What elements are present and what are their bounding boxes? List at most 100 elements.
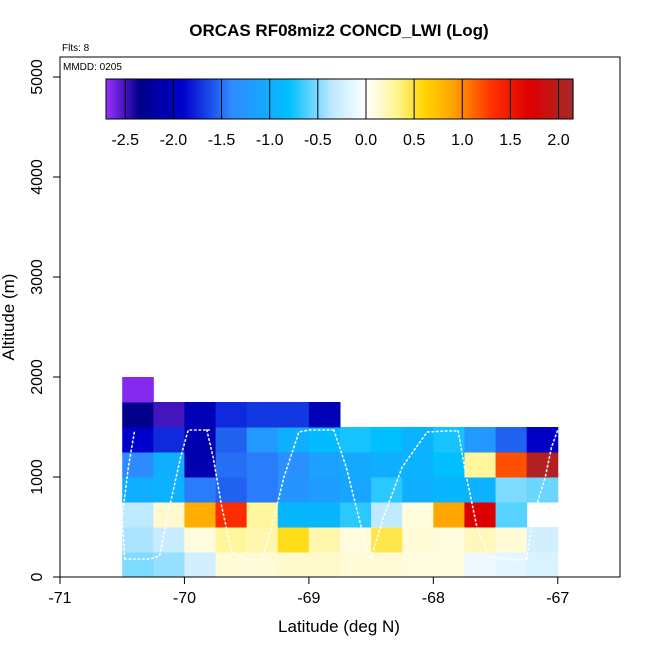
- colorbar-swatch: [127, 79, 130, 119]
- heatmap-cell: [371, 477, 403, 503]
- colorbar-swatch: [535, 79, 539, 119]
- y-tick-label: 1000: [29, 459, 46, 495]
- colorbar-swatch: [236, 79, 240, 119]
- colorbar-swatch: [255, 79, 259, 119]
- colorbar-tick-label: -1.5: [208, 132, 236, 149]
- heatmap-cell: [402, 477, 434, 503]
- colorbar-swatch: [523, 79, 527, 119]
- heatmap-cell: [122, 427, 154, 453]
- colorbar-swatch: [185, 79, 189, 119]
- colorbar-swatch: [565, 79, 569, 119]
- colorbar-swatch: [439, 79, 443, 119]
- colorbar-swatch: [551, 79, 555, 119]
- heatmap-cell: [464, 552, 497, 578]
- colorbar-swatch: [155, 79, 158, 119]
- y-tick-label: 5000: [29, 59, 46, 95]
- colorbar-swatch: [246, 79, 250, 119]
- colorbar-swatch: [423, 79, 427, 119]
- heatmap-cell: [464, 502, 497, 528]
- heatmap-cell: [184, 477, 217, 503]
- colorbar-swatch: [157, 79, 161, 119]
- heatmap-cell: [402, 552, 434, 578]
- heatmap-cell: [153, 402, 185, 428]
- colorbar-swatch: [232, 79, 236, 119]
- heatmap-cell: [495, 452, 528, 478]
- colorbar-swatch: [222, 79, 226, 119]
- colorbar-swatch: [206, 79, 210, 119]
- colorbar-swatch: [505, 79, 509, 119]
- x-axis: -71 -70 -69 -68 -67: [48, 576, 569, 607]
- colorbar-swatch: [117, 79, 121, 119]
- colorbar-swatch: [183, 79, 186, 119]
- heatmap-cell: [246, 502, 279, 528]
- colorbar-swatch: [344, 79, 348, 119]
- colorbar-swatch: [239, 79, 243, 119]
- colorbar-swatch: [484, 79, 488, 119]
- heatmap-cell: [371, 427, 403, 453]
- heatmap-cell: [184, 502, 217, 528]
- colorbar-swatch: [547, 79, 551, 119]
- heatmap-cell: [495, 527, 528, 553]
- heatmap-cell: [402, 427, 434, 453]
- heatmap-cell: [340, 552, 372, 578]
- colorbar-swatch: [381, 79, 385, 119]
- heatmap-cell: [184, 527, 217, 553]
- colorbar-swatch: [418, 79, 422, 119]
- colorbar-swatch: [166, 79, 170, 119]
- colorbar-swatch: [388, 79, 392, 119]
- colorbar-swatch: [190, 79, 193, 119]
- heatmap-cell: [277, 452, 310, 478]
- colorbar-swatch: [409, 79, 413, 119]
- heatmap-cell: [526, 552, 559, 578]
- track-segment: [457, 430, 528, 561]
- colorbar-swatch: [446, 79, 450, 119]
- flights-annotation: Flts: 8: [62, 43, 90, 54]
- heatmap-cell: [184, 452, 217, 478]
- colorbar-tick-label: -1.0: [256, 132, 284, 149]
- flight-track: [121, 429, 559, 561]
- colorbar-swatch: [218, 79, 222, 119]
- colorbar-swatch: [243, 79, 247, 119]
- track-segment: [260, 429, 335, 561]
- chart-title: ORCAS RF08miz2 CONCD_LWI (Log): [189, 21, 488, 40]
- y-tick-label: 4000: [29, 159, 46, 195]
- colorbar-swatch: [348, 79, 352, 119]
- heatmap-cell: [184, 552, 217, 578]
- heatmap-cell: [308, 427, 341, 453]
- colorbar-swatch: [491, 79, 495, 119]
- heatmap-cell: [433, 527, 465, 553]
- x-tick-label: -71: [48, 590, 71, 607]
- colorbar-swatch: [271, 79, 275, 119]
- heatmap-cell: [402, 452, 434, 478]
- heatmap-cell: [340, 427, 372, 453]
- colorbar-swatch: [332, 79, 336, 119]
- y-axis: 0 1000 2000 3000 4000 5000: [29, 59, 61, 581]
- colorbar-swatch: [115, 79, 119, 119]
- heatmap-cell: [184, 402, 217, 428]
- colorbar-swatch: [346, 79, 350, 119]
- colorbar-swatch: [229, 79, 233, 119]
- colorbar-swatch: [537, 79, 541, 119]
- heatmap-cell: [526, 452, 559, 478]
- colorbar-swatch: [234, 79, 238, 119]
- heatmap-cell: [122, 377, 154, 403]
- colorbar-swatch: [514, 79, 518, 119]
- colorbar-swatch: [250, 79, 254, 119]
- colorbar-swatch: [288, 79, 292, 119]
- colorbar-swatch: [512, 79, 516, 119]
- heatmap-cell: [526, 427, 559, 453]
- heatmap-cell: [215, 452, 248, 478]
- colorbar-swatch: [134, 79, 137, 119]
- heatmap-cell: [433, 552, 465, 578]
- colorbar-swatch: [444, 79, 448, 119]
- colorbar-swatch: [509, 79, 513, 119]
- colorbar-swatch: [386, 79, 390, 119]
- colorbar-swatch: [456, 79, 460, 119]
- colorbar-swatch: [437, 79, 441, 119]
- colorbar-swatch: [295, 79, 299, 119]
- colorbar-swatch: [365, 79, 369, 119]
- colorbar-swatch: [323, 79, 327, 119]
- colorbar-tick-label: 1.0: [451, 132, 473, 149]
- colorbar-tick-label: -2.5: [111, 132, 139, 149]
- colorbar-swatch: [311, 79, 315, 119]
